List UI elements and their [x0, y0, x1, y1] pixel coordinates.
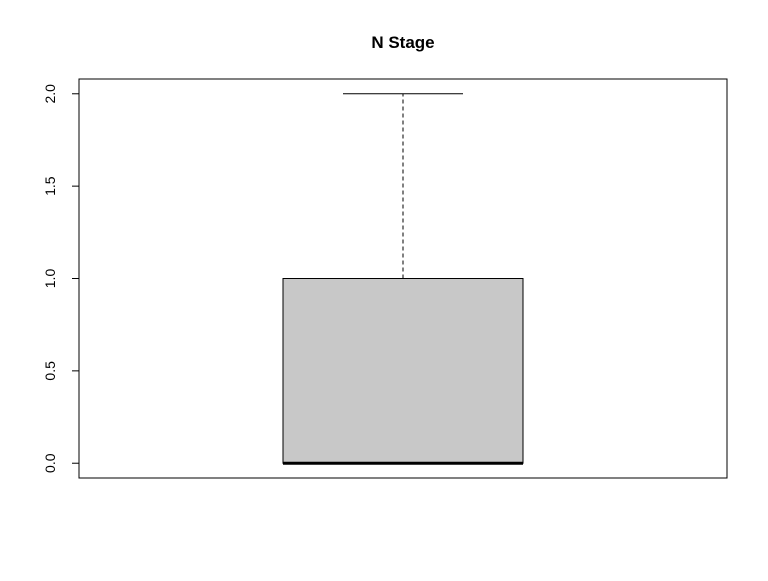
y-tick-label: 0.5	[42, 361, 58, 381]
y-tick-label: 1.0	[42, 269, 58, 289]
y-tick-label: 0.0	[42, 453, 58, 473]
chart-title: N Stage	[371, 33, 434, 52]
y-axis: 0.0 0.5 1.0 1.5 2.0	[42, 84, 80, 473]
y-tick-label: 1.5	[42, 176, 58, 196]
box-iqr	[282, 278, 524, 464]
box-group	[282, 93, 524, 465]
y-tick-label: 2.0	[42, 84, 58, 104]
boxes-layer	[282, 93, 524, 465]
